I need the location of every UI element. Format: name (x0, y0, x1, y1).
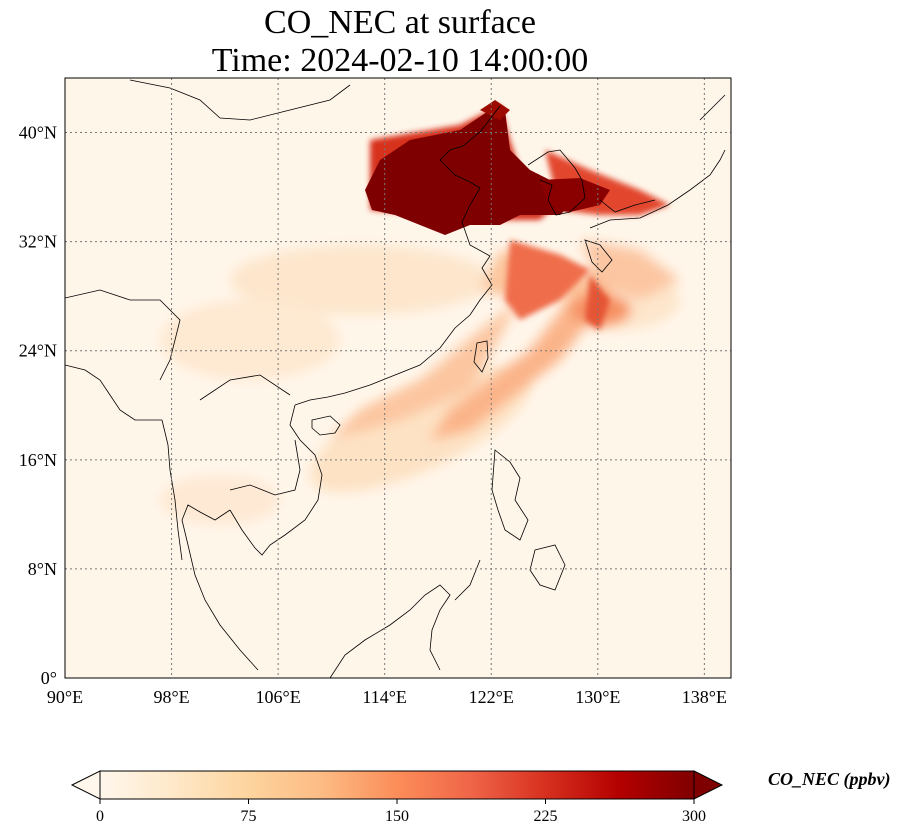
colorbar-gradient (100, 771, 694, 799)
colorbar-extend-max (693, 770, 724, 800)
gridlines (65, 78, 731, 678)
concentration-field (65, 78, 731, 678)
lon-tick-label: 130°E (575, 687, 620, 707)
colorbar-tick-label: 150 (385, 808, 409, 825)
plume-core (365, 100, 610, 235)
lon-tick-label: 90°E (47, 687, 83, 707)
lon-tick-label: 114°E (362, 687, 407, 707)
colorbar-tick-label: 0 (96, 808, 104, 825)
coastlines (65, 79, 726, 678)
lon-tick-label: 122°E (469, 687, 514, 707)
lon-tick-label: 106°E (256, 687, 301, 707)
lat-tick-label: 16°N (19, 450, 57, 470)
map-title: CO_NEC at surface (264, 4, 536, 41)
lat-tick-label: 32°N (19, 232, 57, 252)
colorbar-extend-min (70, 770, 101, 800)
colorbar-tick-label: 75 (241, 808, 257, 825)
lat-tick-label: 40°N (19, 123, 57, 143)
lat-tick-label: 8°N (28, 559, 57, 579)
lon-tick-labels: 90°E 98°E 106°E 114°E 122°E 130°E 138°E (47, 687, 727, 707)
lon-tick-label: 98°E (153, 687, 189, 707)
colorbar-label: CO_NEC (ppbv) (768, 769, 891, 789)
lat-tick-labels: 0° 8°N 16°N 24°N 32°N 40°N (19, 123, 57, 688)
colorbar-ticks: 0 75 150 225 300 (96, 799, 706, 825)
map-frame (64, 77, 732, 679)
lat-tick-label: 0° (41, 668, 57, 688)
colorbar-tick-label: 300 (682, 808, 706, 825)
colorbar: 0 75 150 225 300 (70, 770, 724, 825)
map-subtitle-time: Time: 2024-02-10 14:00:00 (211, 42, 589, 79)
lon-tick-label: 138°E (682, 687, 727, 707)
colorbar-tick-label: 225 (534, 808, 558, 825)
lat-tick-label: 24°N (19, 341, 57, 361)
